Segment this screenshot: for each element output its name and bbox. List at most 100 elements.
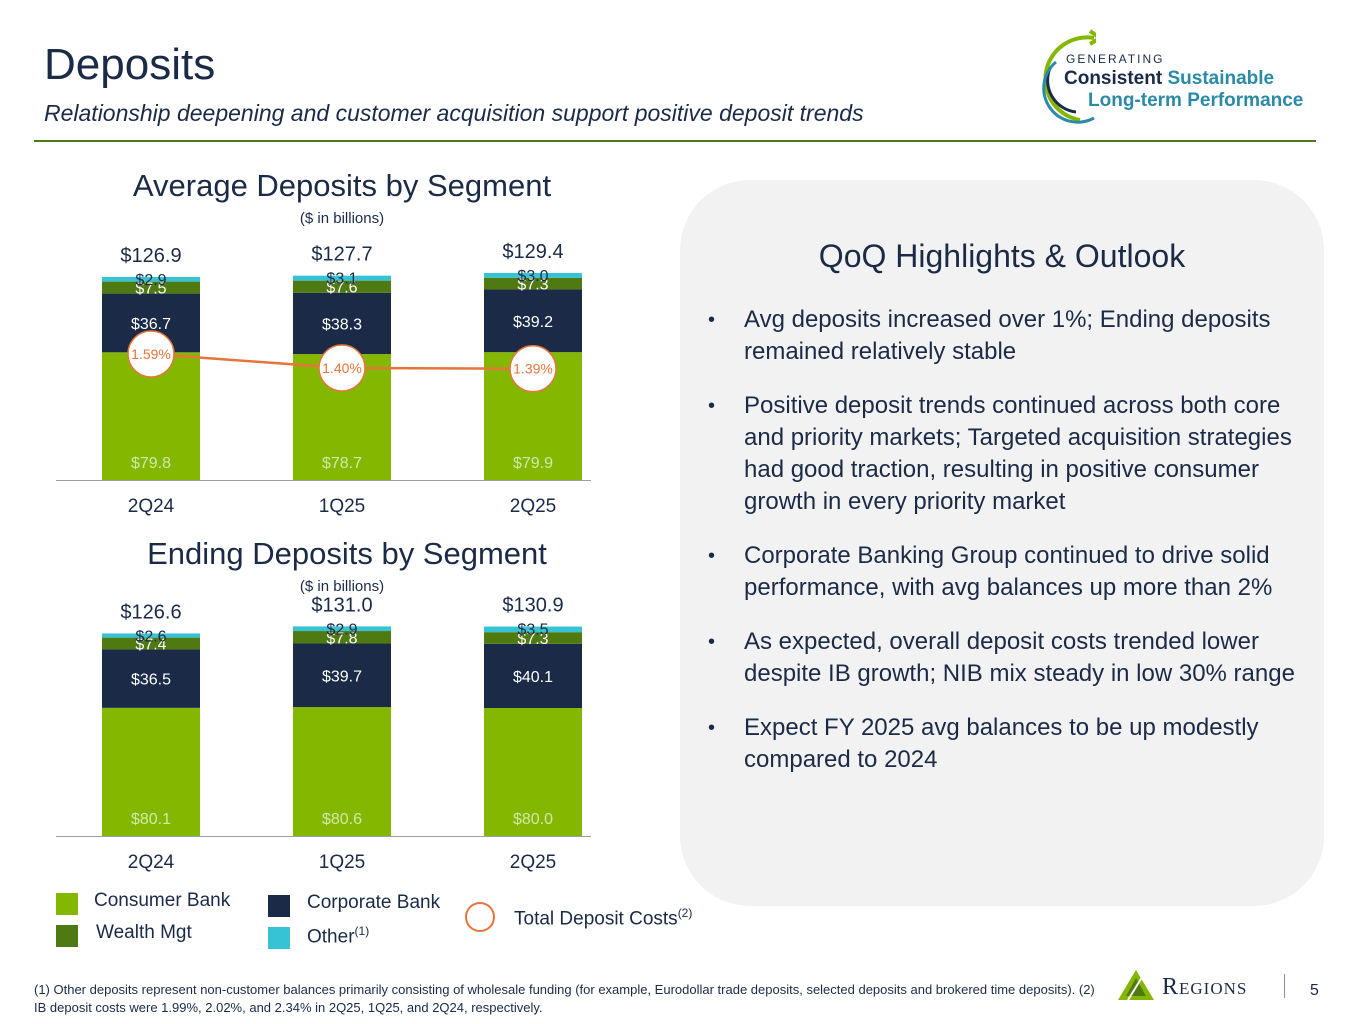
- total-label: $130.9: [502, 595, 563, 617]
- avg-chart-title: Average Deposits by Segment: [132, 168, 552, 203]
- deposit-cost-point: [127, 330, 175, 378]
- total-label: $129.4: [502, 241, 563, 263]
- logo-generating-text: GENERATING: [1066, 52, 1165, 66]
- bar-segment-wealth: [102, 637, 200, 650]
- bar-segment-corporate: [293, 292, 391, 355]
- data-label-other: $2.6: [135, 628, 166, 645]
- logo-line-1: Consistent Sustainable: [1064, 68, 1274, 90]
- bar-segment-other: [293, 275, 391, 281]
- highlight-item: Avg deposits increased over 1%; Ending d…: [704, 304, 1300, 368]
- legend-cost-marker: [465, 902, 495, 932]
- data-label-corporate: $39.7: [322, 668, 362, 685]
- legend-other-swatch: [268, 927, 290, 949]
- page-title: Deposits: [44, 40, 216, 89]
- deposit-cost-label: 1.40%: [322, 360, 362, 376]
- legend-corporate-label: Corporate Bank: [307, 892, 441, 913]
- data-label-consumer: $78.7: [322, 455, 362, 472]
- deposit-cost-label: 1.39%: [513, 361, 553, 377]
- bar-segment-wealth: [293, 631, 391, 644]
- bar-segment-consumer: [293, 707, 391, 836]
- legend-cost-footnote: (2): [677, 906, 693, 920]
- bar-segment-corporate: [102, 649, 200, 708]
- data-label-wealth: $7.5: [135, 281, 166, 298]
- data-label-consumer: $79.9: [513, 455, 553, 472]
- highlight-item: Corporate Banking Group continued to dri…: [704, 540, 1300, 604]
- regions-triangle-icon: [1118, 970, 1154, 1001]
- total-label: $127.7: [311, 244, 372, 266]
- total-label: $126.9: [120, 245, 181, 267]
- ending-deposits-chart: $80.1 $36.5 $7.4$2.6 $126.6 2Q24 $80.6 $39.7 $7…: [56, 594, 591, 873]
- legend-corporate-swatch: [268, 895, 290, 917]
- data-label-corporate: $36.5: [131, 672, 171, 689]
- data-label-other: $3.1: [326, 271, 357, 288]
- total-label: $126.6: [120, 601, 181, 623]
- bar-segment-corporate: [293, 643, 391, 708]
- bar-segment-other: [484, 626, 582, 633]
- logo-sustainable: Sustainable: [1167, 68, 1275, 89]
- ending-chart-title: Ending Deposits by Segment: [147, 536, 547, 571]
- highlight-item: As expected, overall deposit costs trend…: [704, 626, 1300, 690]
- bar-segment-other: [293, 626, 391, 632]
- legend-consumer-label: Consumer Bank: [94, 890, 231, 911]
- bar-segment-corporate: [484, 643, 582, 708]
- data-label-other: $3.5: [517, 622, 548, 639]
- data-label-consumer: $80.1: [131, 811, 171, 828]
- bar-segment-wealth: [293, 280, 391, 293]
- header-divider: [34, 140, 1316, 142]
- avg-chart-unit: ($ in billions): [299, 210, 385, 227]
- x-tick-label: 1Q25: [319, 852, 365, 873]
- footnote: (1) Other deposits represent non-custome…: [34, 982, 1095, 1015]
- data-label-other: $3.0: [517, 268, 548, 285]
- deposit-cost-point: [318, 344, 366, 392]
- highlights-list: Avg deposits increased over 1%; Ending d…: [704, 304, 1300, 798]
- data-label-wealth: $7.8: [326, 630, 357, 647]
- deposit-cost-label: 1.59%: [131, 346, 171, 362]
- data-label-other: $2.9: [326, 621, 357, 638]
- legend-wealth-swatch: [56, 925, 78, 947]
- data-label-wealth: $7.3: [517, 277, 548, 294]
- bar-segment-other: [102, 633, 200, 638]
- legend-cost-label: Total Deposit Costs(2): [514, 906, 692, 930]
- legend-other-text: Other: [307, 926, 355, 948]
- x-tick-label: 2Q24: [128, 852, 175, 873]
- highlight-item: Positive deposit trends continued across…: [704, 390, 1300, 518]
- data-label-wealth: $7.4: [135, 637, 166, 654]
- legend-other-label: Other(1): [307, 924, 369, 948]
- bar-segment-consumer: [484, 708, 582, 836]
- data-label-corporate: $38.3: [322, 316, 362, 333]
- bar-segment-consumer: [102, 707, 200, 836]
- data-label-consumer: $80.6: [322, 811, 362, 828]
- bar-segment-wealth: [102, 281, 200, 294]
- bar-segment-wealth: [484, 277, 582, 290]
- data-label-corporate: $39.2: [513, 314, 553, 331]
- regions-wordmark: Regions: [1162, 974, 1248, 1000]
- avg-deposits-chart: $79.8 $36.7 $7.5$2.9 $126.9 2Q24 $78.7 $38.3 $7…: [56, 241, 591, 517]
- page-subtitle: Relationship deepening and customer acqu…: [44, 100, 864, 126]
- ending-chart-unit: ($ in billions): [299, 578, 385, 595]
- data-label-corporate: $40.1: [513, 669, 553, 686]
- logo-consistent: Consistent: [1064, 68, 1163, 89]
- generating-logo: GENERATING Consistent Sustainable Long-t…: [1036, 28, 1326, 128]
- total-label: $131.0: [311, 594, 372, 616]
- data-label-consumer: $79.8: [131, 455, 171, 472]
- highlight-item: Expect FY 2025 avg balances to be up mod…: [704, 712, 1300, 776]
- x-tick-label: 1Q25: [319, 496, 365, 517]
- bar-segment-wealth: [484, 632, 582, 644]
- data-label-consumer: $80.0: [513, 811, 553, 828]
- bar-segment-other: [102, 276, 200, 282]
- bar-segment-corporate: [484, 289, 582, 353]
- data-label-other: $2.9: [135, 272, 166, 289]
- legend-cost-text: Total Deposit Costs: [514, 908, 678, 930]
- legend-other-footnote: (1): [354, 924, 370, 938]
- brand-separator: [1284, 974, 1285, 998]
- circular-arrow-icon: [1042, 29, 1096, 124]
- x-tick-label: 2Q25: [510, 852, 556, 873]
- data-label-corporate: $36.7: [131, 316, 171, 333]
- data-label-wealth: $7.3: [517, 631, 548, 648]
- legend-consumer-swatch: [56, 893, 78, 915]
- regions-logo: Regions: [1112, 968, 1297, 1004]
- deposit-cost-point: [509, 344, 557, 393]
- highlights-panel: QoQ Highlights & Outlook Avg deposits in…: [680, 180, 1324, 906]
- bar-segment-other: [484, 272, 582, 278]
- panel-title: QoQ Highlights & Outlook: [818, 238, 1186, 274]
